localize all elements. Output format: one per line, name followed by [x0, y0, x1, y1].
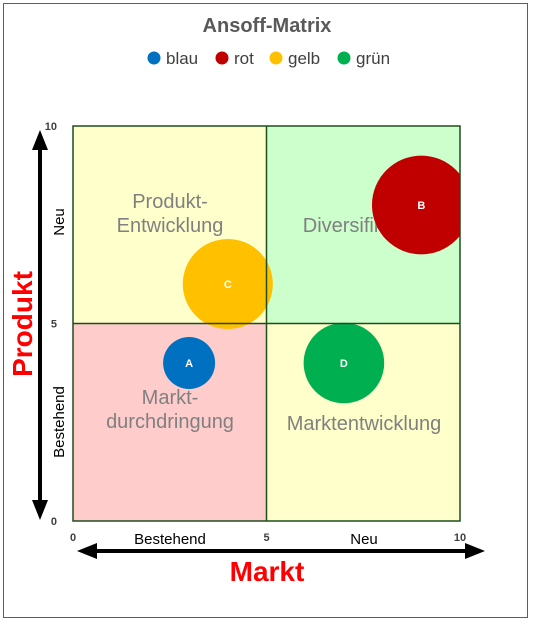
quadrant-label-1: Produkt-Entwicklung: [117, 191, 224, 237]
bubble-circle: [163, 337, 216, 389]
bubble-circle: [303, 322, 385, 404]
legend-item-gelb: gelb: [269, 49, 320, 68]
x-category-neu: Neu: [350, 531, 378, 548]
legend-label: blau: [166, 49, 198, 68]
y-axis-title: Produkt: [7, 271, 38, 377]
y-tick-label: 0: [51, 516, 57, 528]
y-category-bestehend: Bestehend: [51, 386, 68, 458]
legend-label: rot: [234, 49, 254, 68]
y-axis-arrow: [32, 130, 48, 520]
legend: blau rot gelb grün: [147, 49, 390, 68]
bubble-B: B: [371, 155, 460, 255]
y-tick-label: 5: [51, 319, 57, 331]
x-tick-label: 0: [70, 532, 76, 544]
x-tick-label: 10: [454, 532, 466, 544]
bubble-label: B: [417, 200, 425, 212]
bubble-label: C: [224, 279, 232, 291]
quadrant-label-3: Markt-durchdringung: [106, 387, 234, 433]
legend-marker: [337, 51, 351, 65]
y-category-neu: Neu: [51, 208, 68, 236]
bubbles: A B C D: [163, 155, 460, 404]
x-category-bestehend: Bestehend: [134, 531, 206, 548]
x-axis-title: Markt: [230, 556, 305, 587]
legend-item-blau: blau: [147, 49, 198, 68]
legend-marker: [269, 51, 283, 65]
quadrant-grid: [72, 125, 461, 522]
x-tick-label: 5: [263, 532, 269, 544]
y-tick-label: 10: [45, 121, 57, 133]
legend-label: gelb: [288, 49, 320, 68]
quadrant-labels: Produkt-Entwicklung DiversifikationMarkt-…: [106, 191, 441, 435]
legend-item-grün: grün: [337, 49, 390, 68]
legend-item-rot: rot: [215, 49, 254, 68]
chart-title: Ansoff-Matrix: [203, 15, 332, 37]
bubble-label: D: [340, 358, 348, 370]
bubble-A: A: [163, 337, 216, 389]
quadrant-label-4: Marktentwicklung: [287, 413, 442, 435]
legend-marker: [147, 51, 161, 65]
x-axis-arrow: [77, 543, 485, 559]
bubble-circle: [371, 155, 460, 255]
legend-label: grün: [356, 49, 390, 68]
quadrants: [73, 126, 460, 521]
bubble-label: A: [185, 358, 193, 370]
axis-ticks: 0 5 10 0 5 10: [45, 121, 466, 544]
bubble-circle: [182, 238, 273, 330]
bubble-C: C: [182, 238, 273, 330]
legend-marker: [215, 51, 229, 65]
bubble-D: D: [303, 322, 385, 404]
